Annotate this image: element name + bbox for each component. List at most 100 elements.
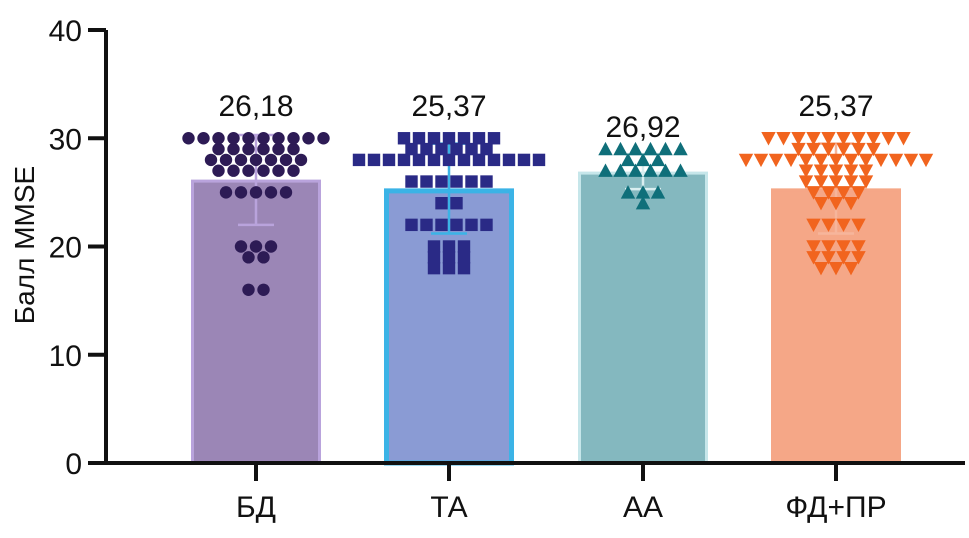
data-point-1 (257, 132, 270, 145)
data-point-2 (517, 153, 531, 167)
data-point-4 (836, 218, 851, 233)
bars-layer (191, 171, 901, 466)
data-point-2 (465, 142, 478, 156)
data-point-3 (635, 185, 651, 199)
data-point-4 (798, 164, 814, 178)
data-point-4 (813, 261, 829, 276)
data-point-1 (257, 164, 270, 177)
data-point-4 (791, 132, 806, 146)
data-point-2 (427, 240, 441, 253)
data-point-4 (836, 132, 851, 146)
data-point-3 (598, 141, 613, 156)
data-point-4 (858, 175, 874, 189)
data-point-4 (783, 153, 799, 168)
data-point-2 (465, 175, 478, 188)
axes-layer (88, 28, 965, 481)
data-point-2 (412, 132, 426, 145)
data-point-4 (776, 132, 791, 146)
data-point-1 (219, 153, 233, 167)
data-point-4 (851, 240, 866, 254)
data-point-3 (620, 185, 636, 199)
data-point-2 (457, 240, 471, 253)
x-tick-label: БД (236, 491, 276, 524)
data-point-1 (234, 240, 248, 253)
data-point-3 (658, 141, 673, 156)
data-point-2 (397, 153, 411, 167)
data-point-2 (442, 261, 456, 275)
data-point-2 (450, 175, 463, 188)
data-point-4 (828, 153, 844, 168)
data-point-2 (442, 153, 456, 167)
data-point-2 (405, 175, 418, 188)
data-point-1 (212, 164, 225, 177)
data-point-4 (843, 197, 859, 211)
data-point-4 (806, 186, 821, 200)
data-points-layer (182, 132, 934, 296)
data-point-3 (628, 141, 643, 156)
data-point-2 (427, 261, 441, 275)
data-point-2 (435, 142, 448, 156)
data-point-2 (420, 142, 433, 156)
data-point-4 (866, 132, 881, 146)
y-tick-label: 40 (49, 15, 82, 48)
data-point-4 (806, 218, 821, 233)
data-point-1 (287, 132, 300, 145)
data-point-4 (806, 132, 821, 146)
data-point-2 (442, 132, 456, 145)
data-point-4 (813, 164, 829, 178)
data-point-2 (457, 132, 471, 145)
data-point-4 (798, 153, 814, 168)
data-point-4 (851, 142, 866, 157)
data-point-4 (843, 261, 859, 276)
data-point-4 (821, 132, 836, 146)
data-point-2 (412, 153, 426, 167)
data-point-3 (628, 163, 643, 177)
data-point-1 (264, 240, 278, 253)
data-point-1 (242, 142, 255, 156)
data-point-1 (242, 132, 255, 145)
data-point-4 (821, 218, 836, 233)
data-point-4 (851, 132, 866, 146)
data-point-3 (613, 141, 628, 156)
data-point-3 (650, 185, 666, 199)
error-bars-layer (238, 133, 854, 235)
data-label: 25,37 (798, 90, 873, 123)
data-point-2 (405, 218, 418, 232)
data-point-1 (242, 164, 255, 177)
x-tick-label: АА (623, 491, 663, 524)
data-point-1 (249, 153, 263, 167)
data-point-4 (843, 175, 859, 189)
data-point-1 (227, 164, 240, 177)
data-point-4 (813, 153, 829, 168)
data-point-2 (450, 218, 463, 232)
data-point-3 (673, 163, 688, 177)
data-point-2 (450, 197, 463, 210)
data-point-1 (272, 132, 285, 145)
data-point-4 (806, 240, 821, 254)
data-point-4 (866, 142, 881, 157)
data-point-2 (420, 175, 433, 188)
data-point-4 (851, 218, 866, 233)
data-point-4 (813, 197, 829, 211)
data-point-1 (242, 283, 255, 296)
data-point-4 (821, 186, 836, 200)
data-point-4 (843, 164, 859, 178)
bar-1 (191, 179, 321, 465)
data-point-1 (302, 132, 315, 145)
data-point-4 (828, 164, 844, 178)
labels-layer: 0 10 20 30 40 БД ТА АА ФД+ПР 26,18 25,37 26,92 25,37 (49, 15, 887, 524)
data-point-4 (791, 142, 806, 157)
data-point-2 (472, 132, 486, 145)
data-point-4 (821, 251, 836, 265)
data-point-1 (279, 186, 293, 199)
data-point-1 (287, 164, 300, 177)
x-tick-label: ФД+ПР (785, 491, 886, 524)
data-point-4 (813, 175, 829, 189)
data-point-4 (896, 132, 911, 146)
y-tick-label: 20 (49, 232, 82, 265)
bar-2 (384, 188, 514, 466)
data-point-1 (249, 240, 263, 253)
data-point-4 (851, 186, 866, 200)
